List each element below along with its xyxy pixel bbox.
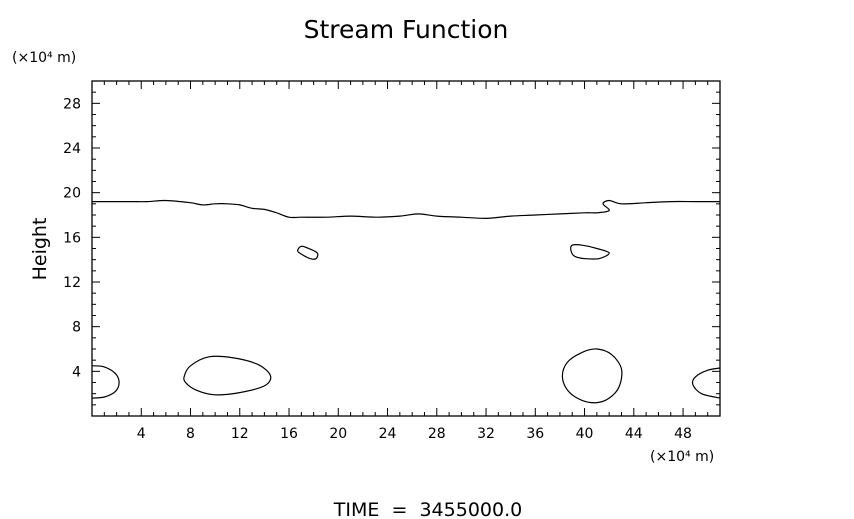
chart-title: Stream Function (304, 15, 509, 44)
y-axis-label: Height (29, 218, 51, 281)
x-tick-label: 12 (231, 426, 249, 442)
y-tick-label: 24 (63, 141, 81, 157)
x-tick-label: 8 (186, 426, 195, 442)
plot-frame (91, 80, 721, 417)
y-tick-label: 4 (72, 364, 81, 380)
x-tick-label: 44 (625, 426, 643, 442)
x-tick-label: 24 (379, 426, 397, 442)
x-tick-label: 36 (526, 426, 544, 442)
x-tick-label: 4 (137, 426, 146, 442)
small-contour-2 (570, 244, 610, 260)
low-contour-left (91, 365, 120, 399)
y-units-label: (×10⁴ m) (12, 50, 76, 66)
y-tick-label: 20 (63, 186, 81, 202)
x-tick-label: 40 (576, 426, 594, 442)
y-tick-label: 28 (63, 96, 81, 112)
y-tick-label: 16 (63, 230, 81, 246)
y-tick-label: 8 (72, 320, 81, 336)
low-contour-a (183, 355, 272, 396)
upper-contour (91, 199, 720, 220)
time-footer: TIME = 3455000.0 (333, 499, 522, 519)
x-units-label: (×10⁴ m) (650, 449, 714, 465)
low-contour-right (691, 367, 721, 399)
x-tick-label: 16 (280, 426, 298, 442)
small-contour-1 (296, 245, 319, 260)
axis-ticks (92, 81, 720, 416)
y-tick-labels: 4 8 12 16 20 24 28 (63, 96, 81, 380)
x-tick-label: 48 (674, 426, 692, 442)
low-contour-b (561, 348, 623, 404)
x-tick-label: 32 (477, 426, 495, 442)
x-tick-label: 28 (428, 426, 446, 442)
contour-lines (91, 199, 721, 404)
x-tick-labels: 4 8 12 16 20 24 28 32 36 40 44 48 (137, 426, 692, 442)
x-tick-label: 20 (329, 426, 347, 442)
y-tick-label: 12 (63, 275, 81, 291)
